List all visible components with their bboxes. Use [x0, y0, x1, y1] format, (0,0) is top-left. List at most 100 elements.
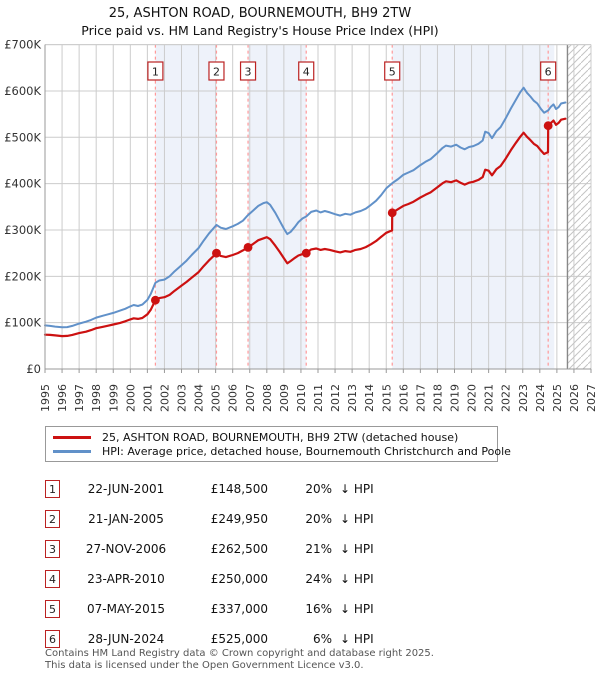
- svg-text:£400K: £400K: [4, 177, 41, 191]
- svg-text:2: 2: [213, 66, 220, 79]
- sale-hpi-delta: 24%: [305, 572, 332, 586]
- svg-text:£300K: £300K: [4, 223, 41, 237]
- sale-hpi-delta: 20%: [305, 512, 332, 526]
- table-row: 1 22-JUN-2001 £148,500 20% ↓ HPI: [45, 474, 374, 504]
- svg-text:2003: 2003: [176, 384, 189, 412]
- sale-date: 28-JUN-2024: [87, 632, 165, 646]
- svg-text:2016: 2016: [397, 384, 410, 412]
- sale-hpi-direction: ↓ HPI: [340, 542, 374, 556]
- legend-item-hpi: HPI: Average price, detached house, Bour…: [53, 444, 511, 458]
- svg-text:2022: 2022: [500, 384, 513, 412]
- svg-text:1999: 1999: [107, 384, 120, 412]
- svg-text:2010: 2010: [295, 384, 308, 412]
- svg-text:2018: 2018: [431, 384, 444, 412]
- sales-table: 1 22-JUN-2001 £148,500 20% ↓ HPI 2 21-JA…: [45, 474, 374, 654]
- sale-hpi-delta: 20%: [305, 482, 332, 496]
- future-hatch-region: [566, 44, 591, 369]
- hpi-line: [44, 86, 567, 329]
- footer-line-1: Contains HM Land Registry data © Crown c…: [45, 648, 434, 659]
- legend-label: HPI: Average price, detached house, Bour…: [102, 444, 511, 458]
- sale-date: 07-MAY-2015: [86, 602, 165, 616]
- svg-text:1: 1: [152, 66, 159, 79]
- svg-text:£100K: £100K: [4, 316, 41, 330]
- axes: [44, 44, 592, 373]
- sale-hpi-delta: 6%: [312, 632, 332, 646]
- svg-text:2024: 2024: [534, 384, 547, 412]
- table-row: 5 07-MAY-2015 £337,000 16% ↓ HPI: [45, 594, 374, 624]
- sale-hpi-direction: ↓ HPI: [340, 482, 374, 496]
- sale-hpi-direction: ↓ HPI: [340, 602, 374, 616]
- table-row: 4 23-APR-2010 £250,000 24% ↓ HPI: [45, 564, 374, 594]
- svg-text:2021: 2021: [483, 384, 496, 412]
- svg-text:2020: 2020: [466, 384, 479, 412]
- y-axis-labels: £0 £100K £200K £300K £400K £500K £600K £700K: [4, 38, 41, 376]
- sale-date: 27-NOV-2006: [85, 542, 167, 556]
- svg-text:1997: 1997: [73, 384, 86, 412]
- sale-price: £249,950: [210, 512, 268, 526]
- sale-date-lines: [154, 44, 549, 369]
- svg-text:2023: 2023: [517, 384, 530, 412]
- svg-text:2005: 2005: [210, 384, 223, 412]
- sale-hpi-direction: ↓ HPI: [340, 572, 374, 586]
- ownership-bands: [155, 44, 555, 369]
- svg-text:4: 4: [303, 66, 310, 79]
- license-footer: Contains HM Land Registry data © Crown c…: [45, 648, 434, 671]
- svg-text:2002: 2002: [158, 384, 171, 412]
- svg-text:2001: 2001: [141, 384, 154, 412]
- sale-number-badge: 5: [45, 600, 60, 618]
- sale-number-markers: 1 2 3 4 5 6: [147, 61, 557, 81]
- property-line-swatch: [53, 435, 91, 439]
- sale-hpi-delta: 21%: [305, 542, 332, 556]
- sale-number-badge: 2: [45, 510, 60, 528]
- svg-text:2011: 2011: [312, 384, 325, 412]
- svg-text:2000: 2000: [124, 384, 137, 412]
- page-subtitle: Price paid vs. HM Land Registry's House …: [81, 23, 439, 38]
- sale-number-badge: 1: [45, 480, 60, 498]
- svg-text:2025: 2025: [551, 384, 564, 412]
- svg-text:2014: 2014: [363, 384, 376, 412]
- svg-text:2012: 2012: [329, 384, 342, 412]
- sale-hpi-delta: 16%: [305, 602, 332, 616]
- svg-text:2017: 2017: [414, 384, 427, 412]
- table-row: 3 27-NOV-2006 £262,500 21% ↓ HPI: [45, 534, 374, 564]
- chart-legend: 25, ASHTON ROAD, BOURNEMOUTH, BH9 2TW (d…: [45, 426, 511, 462]
- hpi-line-swatch: [53, 449, 91, 453]
- sale-hpi-direction: ↓ HPI: [340, 512, 374, 526]
- page-title: 25, ASHTON ROAD, BOURNEMOUTH, BH9 2TW: [108, 6, 412, 21]
- svg-text:1996: 1996: [56, 384, 69, 412]
- svg-text:£700K: £700K: [4, 38, 41, 52]
- table-row: 6 28-JUN-2024 £525,000 6% ↓ HPI: [45, 624, 374, 654]
- sale-number-badge: 4: [45, 570, 60, 588]
- sale-number-badge: 3: [45, 540, 60, 558]
- legend-label: 25, ASHTON ROAD, BOURNEMOUTH, BH9 2TW (d…: [102, 430, 459, 444]
- x-axis-labels: 1995 1996 1997 1998 1999 2000 2001 2002 2003 2004…: [39, 384, 598, 412]
- svg-text:£0: £0: [26, 362, 41, 376]
- svg-text:£200K: £200K: [4, 269, 41, 283]
- sale-date: 23-APR-2010: [87, 572, 165, 586]
- svg-text:1995: 1995: [39, 384, 52, 412]
- svg-text:2006: 2006: [227, 384, 240, 412]
- svg-text:6: 6: [545, 66, 552, 79]
- svg-text:3: 3: [245, 66, 252, 79]
- svg-text:2019: 2019: [449, 384, 462, 412]
- svg-text:2004: 2004: [193, 384, 206, 412]
- svg-text:£500K: £500K: [4, 130, 41, 144]
- svg-text:2015: 2015: [380, 384, 393, 412]
- footer-line-2: This data is licensed under the Open Gov…: [45, 659, 364, 671]
- sale-number-badge: 6: [45, 630, 60, 648]
- svg-text:2026: 2026: [568, 384, 581, 412]
- svg-text:5: 5: [389, 66, 396, 79]
- svg-text:£600K: £600K: [4, 84, 41, 98]
- sale-date: 22-JUN-2001: [87, 482, 165, 496]
- sale-price: £250,000: [210, 572, 268, 586]
- sale-point-dots: [150, 121, 553, 305]
- legend-item-property: 25, ASHTON ROAD, BOURNEMOUTH, BH9 2TW (d…: [53, 430, 497, 444]
- svg-text:1998: 1998: [90, 384, 103, 412]
- svg-text:2008: 2008: [261, 384, 274, 412]
- sale-date: 21-JAN-2005: [88, 512, 164, 526]
- property-line: [43, 117, 567, 338]
- price-history-chart: 1 2 3 4 5 6 £0 £100K £200K £300K £400K £500K £600K £7…: [4, 38, 598, 412]
- table-row: 2 21-JAN-2005 £249,950 20% ↓ HPI: [45, 504, 374, 534]
- svg-text:2007: 2007: [244, 384, 257, 412]
- svg-text:2009: 2009: [278, 384, 291, 412]
